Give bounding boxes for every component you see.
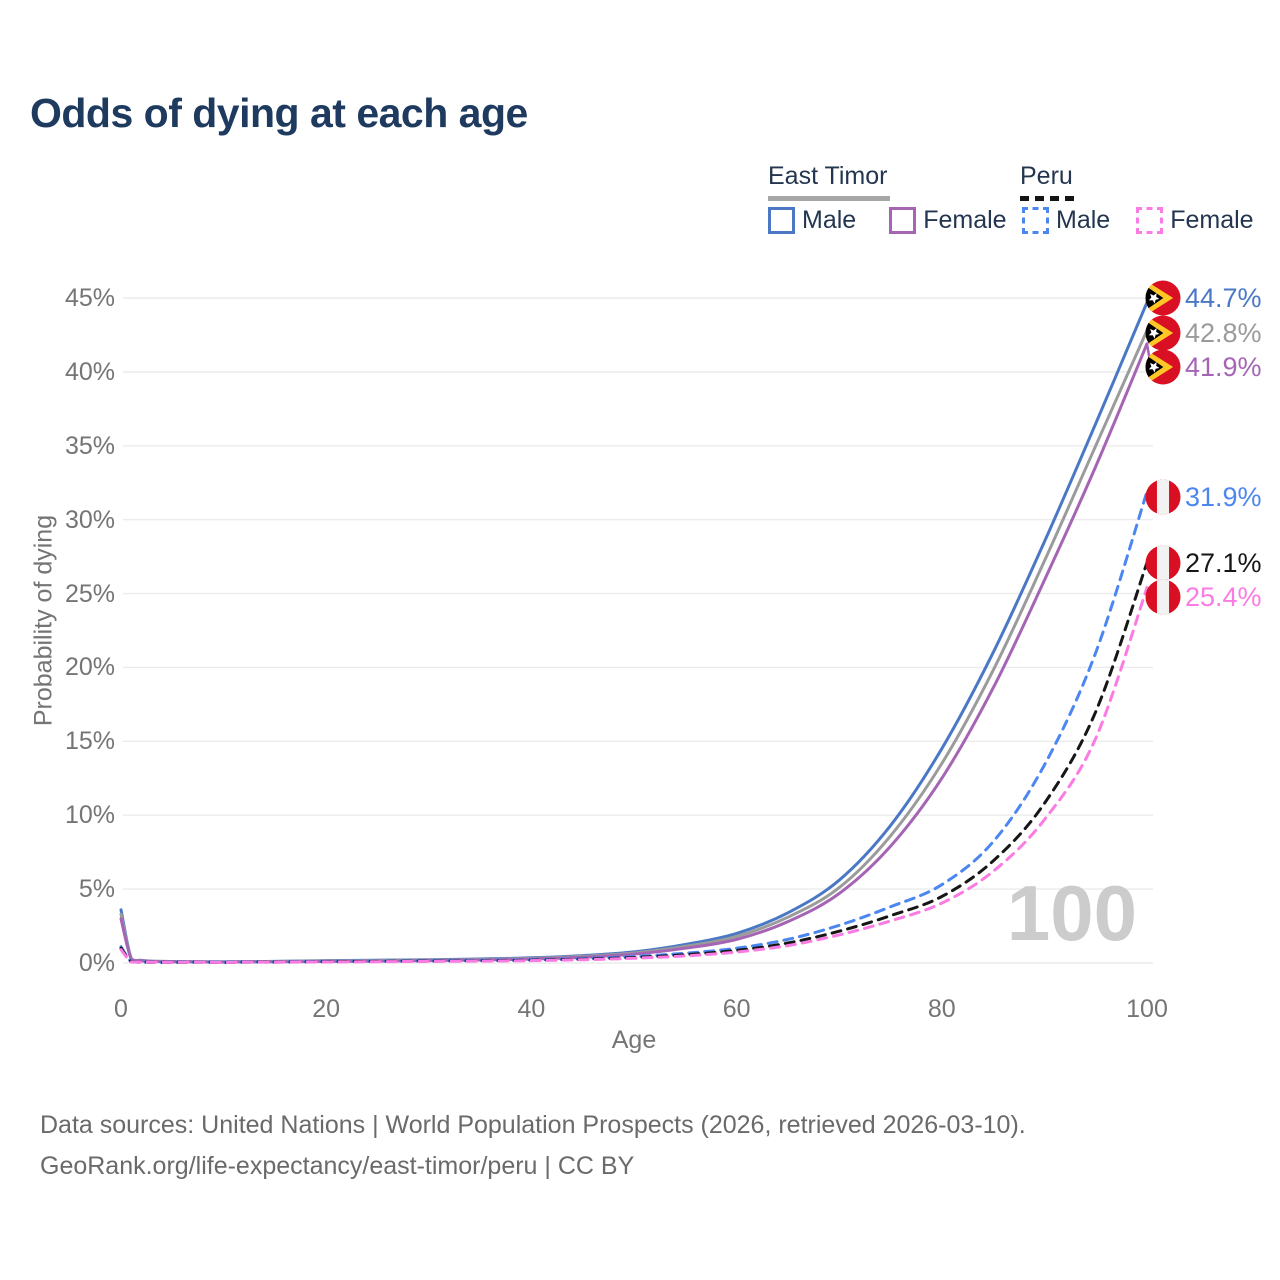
legend-country-east-timor: East Timor xyxy=(768,162,888,190)
x-axis-tick-label: 0 xyxy=(114,995,128,1023)
y-axis-tick-label: 15% xyxy=(64,727,115,756)
data-sources-footer: Data sources: United Nations | World Pop… xyxy=(40,1105,1026,1187)
east-timor-flag-icon xyxy=(1145,349,1181,385)
end-value-label-east-timor-female: 41.9% xyxy=(1185,352,1262,382)
series-line-peru-male xyxy=(119,490,1149,964)
series-line-peru-female xyxy=(119,586,1149,965)
east-timor-male-swatch-icon xyxy=(768,207,795,234)
footer-line-2: GeoRank.org/life-expectancy/east-timor/p… xyxy=(40,1152,635,1180)
y-axis-tick-label: 20% xyxy=(64,653,115,682)
peru-female-swatch-icon xyxy=(1136,207,1164,234)
y-axis-tick-label: 10% xyxy=(64,801,115,830)
legend-label: Male xyxy=(802,206,857,234)
peru-flag-icon xyxy=(1145,479,1181,515)
legend-line-sample-peru xyxy=(1020,196,1076,201)
x-axis-tick-label: 100 xyxy=(1126,995,1168,1023)
legend-line-sample-east-timor xyxy=(768,196,890,201)
y-axis-tick-label: 30% xyxy=(64,505,115,534)
y-axis-title: Probability of dying xyxy=(29,514,58,727)
x-axis-tick-label: 80 xyxy=(927,995,956,1023)
legend-item-peru-male: Male xyxy=(1022,206,1110,235)
footer-line-1: Data sources: United Nations | World Pop… xyxy=(40,1111,1026,1139)
page-title: Odds of dying at each age xyxy=(30,90,528,136)
series-line-east-timor-both xyxy=(119,329,1149,964)
x-axis-tick-label: 40 xyxy=(517,995,546,1023)
legend-country-peru: Peru xyxy=(1020,162,1073,190)
peru-flag-icon xyxy=(1145,545,1181,581)
legend-label: Female xyxy=(1170,206,1254,234)
legend-item-peru-female: Female xyxy=(1136,206,1254,235)
east-timor-female-swatch-icon xyxy=(889,207,917,234)
end-value-label-east-timor-both: 42.8% xyxy=(1185,318,1262,348)
series-line-peru-both xyxy=(119,561,1149,965)
x-axis-tick-label: 60 xyxy=(722,995,751,1023)
end-value-label-east-timor-male: 44.7% xyxy=(1185,283,1262,313)
legend-label: Female xyxy=(923,206,1007,234)
end-value-label-peru-female: 25.4% xyxy=(1185,582,1262,612)
y-axis-tick-label: 0% xyxy=(78,949,115,977)
peru-male-swatch-icon xyxy=(1022,207,1049,234)
age-counter-watermark: 100 xyxy=(1006,869,1138,957)
y-axis-tick-label: 25% xyxy=(64,579,115,608)
legend-label: Male xyxy=(1056,206,1111,234)
end-value-label-peru-male: 31.9% xyxy=(1185,482,1262,512)
y-axis-tick-label: 35% xyxy=(64,431,115,460)
x-axis-title: Age xyxy=(611,1026,657,1054)
y-axis-tick-label: 5% xyxy=(78,875,115,904)
east-timor-flag-icon xyxy=(1145,315,1181,351)
east-timor-flag-icon xyxy=(1145,280,1181,316)
legend-row-east-timor: Male Female xyxy=(768,206,1007,235)
x-axis-tick-label: 20 xyxy=(312,995,341,1023)
y-axis-tick-label: 40% xyxy=(64,357,115,386)
legend-item-east-timor-female: Female xyxy=(889,206,1007,235)
end-value-label-peru-both: 27.1% xyxy=(1185,548,1262,578)
y-axis-tick-label: 45% xyxy=(64,283,115,312)
peru-flag-icon xyxy=(1145,579,1181,615)
legend-item-east-timor-male: Male xyxy=(768,206,856,235)
legend-row-peru: Male Female xyxy=(1022,206,1254,235)
